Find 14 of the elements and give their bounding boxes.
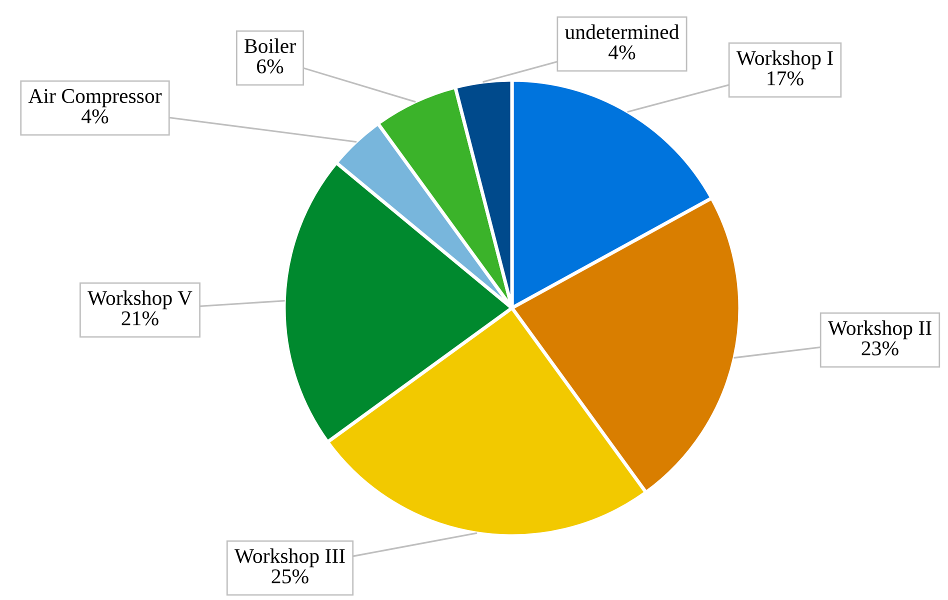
- data-label: 4%: [608, 45, 636, 60]
- data-label: 25%: [272, 569, 308, 584]
- data-label: 6%: [257, 59, 284, 74]
- data-label: 17%: [768, 71, 804, 86]
- data-label: 4%: [82, 109, 108, 124]
- data-label: 21%: [122, 311, 158, 326]
- slice-label: Workshop I: [736, 50, 833, 70]
- slice-label: Workshop V: [88, 290, 192, 310]
- slice-label: Boiler: [244, 38, 296, 54]
- slice-label: Air Compressor: [28, 89, 162, 108]
- slice-label: undetermined: [565, 24, 680, 40]
- data-label: 23%: [862, 341, 898, 356]
- slice-label: Workshop II: [828, 320, 932, 340]
- slice-label: Workshop III: [234, 548, 345, 568]
